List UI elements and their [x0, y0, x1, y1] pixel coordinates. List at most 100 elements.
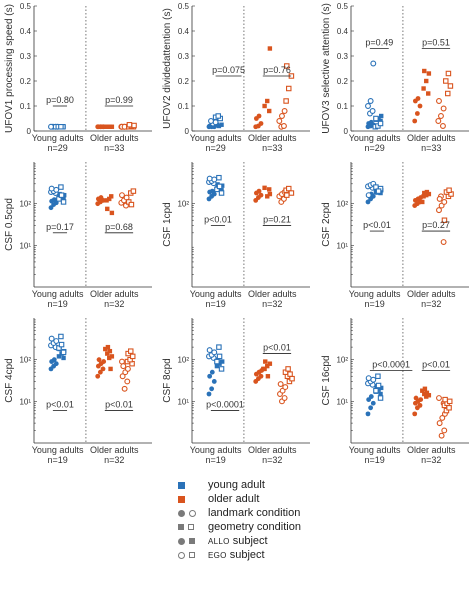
- p-value-label: p=0.27: [422, 220, 450, 230]
- geometry-open-icon: [188, 524, 194, 530]
- group-n: n=29: [364, 143, 384, 153]
- allo-filled-circle-icon: [178, 537, 185, 545]
- data-point: [287, 371, 293, 377]
- data-point: [441, 427, 448, 434]
- data-point: [440, 239, 447, 245]
- data-point: [284, 192, 290, 198]
- group-label: Older adults: [90, 133, 139, 143]
- data-point: [214, 358, 220, 365]
- data-point: [420, 199, 425, 205]
- data-point: [277, 381, 284, 387]
- legend-landmark-label: landmark condition: [208, 507, 301, 519]
- data-point: [365, 411, 371, 417]
- p-value-label: p<0.0001: [206, 400, 244, 410]
- data-point: [48, 335, 55, 342]
- data-point: [369, 108, 376, 114]
- p-value-label: p<0.01: [204, 214, 232, 224]
- y-tick-label: 0: [27, 127, 32, 136]
- data-point: [377, 120, 384, 127]
- data-point: [119, 192, 125, 199]
- y-tick-label: 0.5: [178, 2, 190, 11]
- data-point: [445, 70, 452, 77]
- p-value-label: p=0.21: [263, 214, 291, 224]
- y-tick-label: 10²: [177, 356, 189, 365]
- p-value-label: p<0.01: [263, 343, 291, 353]
- older-swatch: [178, 495, 185, 503]
- data-point: [107, 355, 112, 361]
- y-axis-label: CSF 0.5cpd: [4, 198, 15, 251]
- group-n: n=19: [364, 299, 384, 309]
- data-point: [214, 363, 220, 369]
- y-tick-label: 10²: [336, 356, 348, 365]
- data-point: [438, 113, 444, 119]
- data-point: [60, 349, 67, 356]
- group-label: Older adults: [407, 289, 456, 299]
- data-point: [286, 185, 292, 192]
- legend-young-label: young adult: [208, 479, 265, 491]
- data-point: [267, 361, 273, 366]
- data-point: [426, 91, 431, 96]
- data-point: [256, 113, 262, 119]
- legend-ego: EGO subject: [178, 548, 343, 562]
- data-point: [375, 382, 382, 389]
- group-label: Young adults: [190, 289, 242, 299]
- p-value-label: p=0.49: [365, 38, 393, 48]
- data-point: [436, 420, 443, 427]
- data-point: [53, 186, 60, 193]
- data-point: [121, 385, 128, 392]
- data-point: [422, 391, 427, 397]
- data-point: [211, 349, 218, 356]
- group-n: n=19: [205, 455, 225, 465]
- y-tick-label: 0.5: [337, 2, 349, 11]
- data-point: [53, 338, 60, 344]
- p-value-label: p<0.01: [363, 220, 391, 230]
- data-point: [424, 189, 430, 195]
- group-n: n=19: [47, 455, 67, 465]
- data-point: [98, 195, 104, 200]
- y-tick-label: 10¹: [19, 241, 31, 250]
- legend-older-label: older adult: [208, 493, 260, 505]
- data-point: [96, 357, 102, 363]
- y-tick-label: 0: [344, 127, 349, 136]
- y-tick-label: 0.2: [20, 77, 32, 86]
- group-n: n=19: [205, 299, 225, 309]
- data-point: [289, 375, 295, 382]
- data-point: [216, 353, 223, 360]
- data-point: [370, 400, 376, 406]
- data-point: [436, 207, 442, 214]
- group-label: Older adults: [248, 133, 297, 143]
- data-point: [421, 86, 426, 91]
- data-point: [209, 188, 215, 194]
- y-axis-label: CSF 2cpd: [321, 202, 332, 246]
- data-point: [276, 118, 283, 124]
- data-point: [56, 354, 62, 359]
- data-point: [377, 395, 384, 401]
- data-point: [443, 78, 449, 84]
- data-point: [379, 113, 384, 119]
- data-point: [373, 115, 379, 122]
- data-point: [58, 341, 65, 348]
- data-point: [220, 359, 225, 364]
- data-point: [124, 365, 131, 372]
- data-point: [48, 123, 54, 130]
- data-point: [107, 124, 113, 129]
- data-point: [258, 192, 264, 198]
- y-tick-label: 0.1: [178, 102, 190, 111]
- group-label: Young adults: [349, 289, 401, 299]
- data-point: [412, 118, 418, 124]
- data-point: [261, 366, 266, 372]
- group-label: Older adults: [248, 445, 297, 455]
- data-point: [216, 344, 222, 350]
- data-point: [216, 174, 222, 181]
- group-label: Young adults: [190, 133, 242, 143]
- y-tick-label: 10¹: [336, 241, 348, 250]
- data-point: [108, 366, 113, 372]
- y-tick-label: 0: [185, 127, 190, 136]
- data-point: [105, 206, 110, 212]
- data-point: [208, 118, 214, 124]
- group-label: Young adults: [32, 445, 84, 455]
- data-point: [422, 190, 427, 196]
- data-point: [446, 398, 453, 405]
